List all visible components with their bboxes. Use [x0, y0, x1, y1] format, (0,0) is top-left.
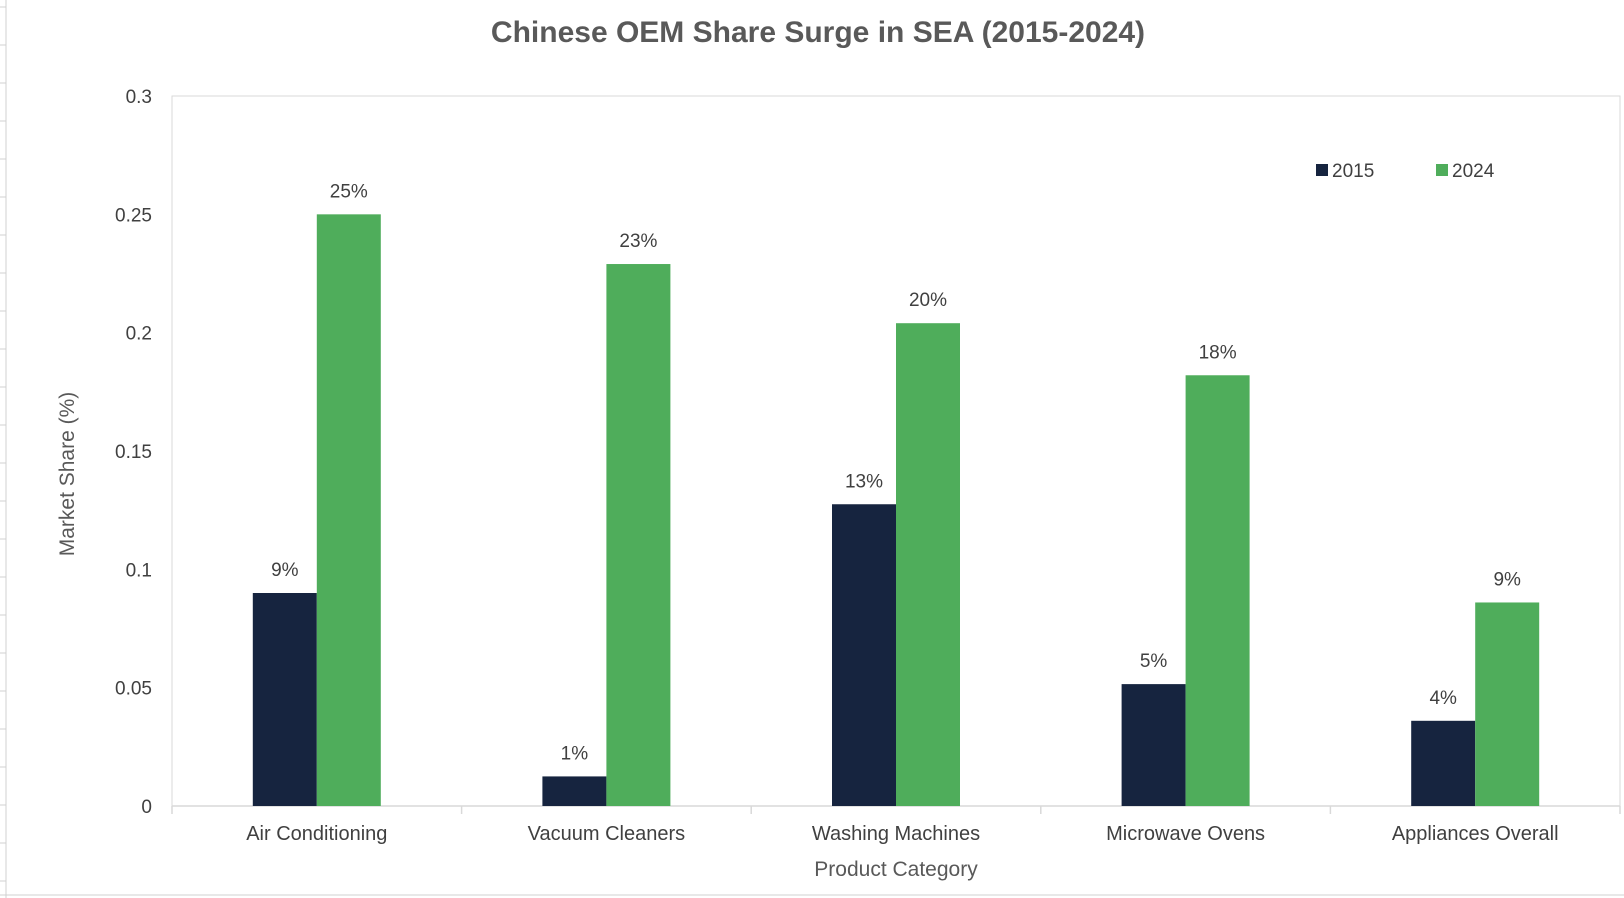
- data-label-2015: 9%: [271, 560, 299, 581]
- data-label-2015: 5%: [1140, 651, 1168, 672]
- data-label-2015: 1%: [561, 743, 589, 764]
- y-tick-label: 0.15: [115, 442, 152, 463]
- y-tick-label: 0.3: [126, 87, 152, 108]
- category-label: Air Conditioning: [246, 823, 387, 845]
- bar-2024: [606, 264, 671, 806]
- category-label: Appliances Overall: [1392, 823, 1559, 845]
- legend-label-2024: 2024: [1452, 161, 1495, 182]
- data-label-2024: 9%: [1493, 569, 1521, 590]
- bar-2015: [832, 504, 896, 806]
- bar-2024: [1185, 375, 1250, 806]
- bar-2015: [1411, 720, 1476, 806]
- bar-2015: [542, 776, 607, 806]
- y-tick-label: 0.2: [126, 324, 152, 345]
- data-label-2024: 20%: [909, 290, 947, 311]
- x-axis: [171, 805, 1621, 814]
- legend: 2015 2024: [1316, 161, 1495, 182]
- bars: [252, 214, 1540, 807]
- y-tick-label: 0.25: [115, 205, 152, 226]
- data-label-2024: 25%: [330, 181, 368, 202]
- y-axis: 0 0.05 0.1 0.15 0.2 0.25 0.3: [115, 87, 152, 818]
- legend-swatch-2024: [1436, 164, 1448, 176]
- x-axis-title: Product Category: [814, 858, 978, 881]
- chart-title: Chinese OEM Share Surge in SEA (2015-202…: [491, 16, 1145, 49]
- data-label-2015: 4%: [1429, 688, 1457, 709]
- category-label: Vacuum Cleaners: [528, 823, 685, 845]
- bar-2015: [252, 593, 317, 806]
- category-label: Washing Machines: [812, 823, 980, 845]
- bar-2024: [896, 323, 960, 806]
- bar-2015: [1121, 684, 1186, 806]
- y-tick-label: 0: [141, 797, 152, 818]
- data-label-2024: 23%: [619, 231, 657, 252]
- data-label-2015: 13%: [845, 471, 883, 492]
- data-label-2024: 18%: [1199, 342, 1237, 363]
- legend-label-2015: 2015: [1332, 161, 1374, 182]
- bar-2024: [316, 214, 381, 807]
- y-axis-title: Market Share (%): [56, 392, 79, 557]
- data-labels: 9% 25% 1% 23% 13% 20% 5% 18% 4% 9%: [271, 181, 1521, 764]
- y-tick-label: 0.05: [115, 679, 152, 700]
- y-tick-label: 0.1: [126, 560, 152, 581]
- category-label: Microwave Ovens: [1106, 823, 1265, 845]
- legend-swatch-2015: [1316, 164, 1328, 176]
- category-labels: Air Conditioning Vacuum Cleaners Washing M…: [246, 823, 1558, 845]
- bar-2024: [1475, 602, 1540, 806]
